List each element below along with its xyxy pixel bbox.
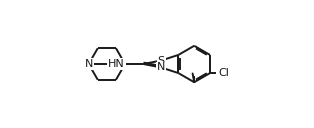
Text: N: N bbox=[84, 59, 93, 69]
Text: Cl: Cl bbox=[219, 68, 230, 78]
Text: S: S bbox=[158, 56, 165, 66]
Text: HN: HN bbox=[108, 59, 125, 69]
Text: N: N bbox=[157, 62, 165, 72]
